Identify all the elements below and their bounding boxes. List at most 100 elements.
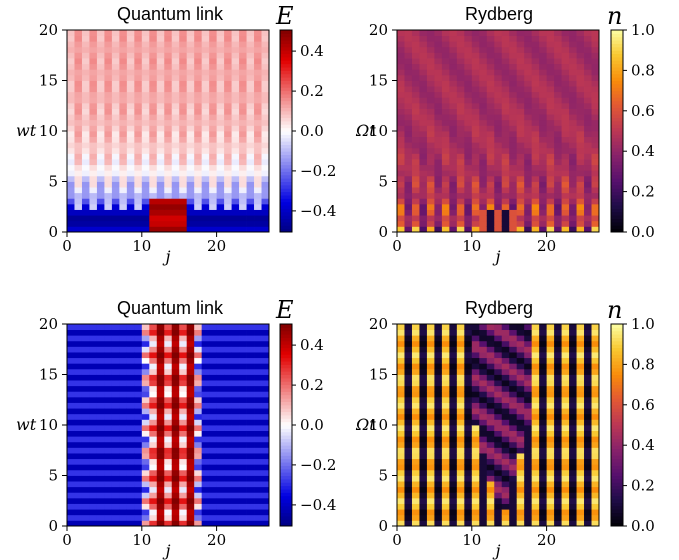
- heatmap-cell: [231, 164, 240, 171]
- heatmap-cell: [501, 52, 510, 59]
- heatmap-cell: [591, 324, 600, 331]
- heatmap-cell: [111, 125, 120, 132]
- heatmap-cell: [261, 80, 270, 87]
- heatmap-cell: [231, 102, 240, 109]
- heatmap-cell: [74, 97, 83, 104]
- heatmap-cell: [539, 102, 548, 109]
- heatmap-cell: [104, 187, 113, 194]
- heatmap-cell: [479, 391, 488, 398]
- heatmap-cell: [231, 209, 240, 216]
- heatmap-cell: [591, 458, 600, 465]
- heatmap-cell: [456, 425, 465, 432]
- heatmap-cell: [449, 147, 458, 154]
- heatmap-cell: [449, 509, 458, 516]
- heatmap-cell: [434, 46, 443, 53]
- heatmap-cell: [119, 324, 128, 331]
- heatmap-cell: [516, 352, 525, 359]
- heatmap-cell: [546, 159, 555, 166]
- heatmap-cell: [239, 164, 247, 171]
- heatmap-cell: [419, 352, 428, 359]
- heatmap-cell: [231, 175, 240, 182]
- heatmap-cell: [149, 41, 158, 48]
- heatmap-cell: [591, 86, 600, 93]
- heatmap-cell: [216, 458, 225, 465]
- heatmap-cell: [584, 413, 592, 420]
- colorbar-segment: [611, 455, 623, 460]
- heatmap-cell: [224, 497, 232, 504]
- heatmap-cell: [224, 136, 232, 143]
- heatmap-cell: [141, 413, 150, 420]
- heatmap-cell: [261, 335, 270, 342]
- heatmap-cell: [134, 335, 143, 342]
- colorbar-segment: [611, 171, 623, 176]
- heatmap-cell: [479, 352, 488, 359]
- heatmap-cell: [561, 69, 570, 76]
- heatmap-cell: [186, 35, 195, 42]
- heatmap-cell: [576, 335, 585, 342]
- heatmap-cell: [546, 458, 555, 465]
- heatmap-cell: [224, 447, 232, 454]
- heatmap-cell: [186, 136, 195, 143]
- heatmap-cell: [81, 481, 90, 488]
- heatmap-cell: [509, 108, 518, 115]
- heatmap-cell: [419, 408, 428, 415]
- heatmap-cell: [584, 114, 592, 121]
- heatmap-cell: [231, 114, 240, 121]
- heatmap-cell: [546, 114, 555, 121]
- heatmap-cell: [539, 340, 548, 347]
- heatmap-cell: [209, 374, 218, 381]
- heatmap-cell: [449, 142, 458, 149]
- heatmap-cell: [449, 380, 458, 387]
- heatmap-cell: [171, 63, 180, 70]
- heatmap-cell: [426, 46, 435, 53]
- heatmap-cell: [201, 458, 210, 465]
- heatmap-cell: [164, 419, 173, 426]
- heatmap-cell: [179, 35, 188, 42]
- heatmap-cell: [411, 396, 420, 403]
- colorbar-segment: [611, 505, 623, 510]
- heatmap-cell: [426, 486, 435, 493]
- heatmap-cell: [397, 329, 405, 336]
- heatmap-cell: [179, 520, 188, 527]
- heatmap-cell: [404, 192, 413, 199]
- heatmap-cell: [81, 363, 90, 370]
- heatmap-cell: [554, 469, 562, 476]
- colorbar-segment: [611, 428, 623, 433]
- heatmap-cell: [186, 142, 195, 149]
- heatmap-cell: [554, 52, 562, 59]
- heatmap-cell: [149, 52, 158, 59]
- heatmap-cell: [554, 447, 562, 454]
- colorbar-segment: [611, 208, 623, 213]
- heatmap-cell: [509, 114, 518, 121]
- heatmap-cell: [194, 335, 203, 342]
- heatmap-cell: [509, 458, 518, 465]
- heatmap-cell: [201, 58, 210, 65]
- heatmap-cell: [194, 368, 203, 375]
- heatmap-cell: [434, 52, 443, 59]
- heatmap-cell: [149, 58, 158, 65]
- heatmap-cell: [246, 492, 255, 499]
- heatmap-cell: [156, 503, 165, 510]
- heatmap-cell: [246, 447, 255, 454]
- heatmap-cell: [67, 324, 75, 331]
- heatmap-cell: [239, 419, 247, 426]
- heatmap-cell: [156, 520, 165, 527]
- heatmap-cell: [576, 368, 585, 375]
- heatmap-cell: [119, 492, 128, 499]
- heatmap-cell: [89, 475, 98, 482]
- heatmap-cell: [486, 464, 495, 471]
- heatmap-cell: [456, 220, 465, 227]
- heatmap-cell: [134, 324, 143, 331]
- heatmap-cell: [479, 497, 488, 504]
- heatmap-cell: [194, 164, 203, 171]
- heatmap-cell: [494, 368, 503, 375]
- colorbar-segment: [280, 418, 292, 423]
- heatmap-cell: [486, 402, 495, 409]
- heatmap-cell: [81, 46, 90, 53]
- heatmap-cell: [171, 159, 180, 166]
- heatmap-cell: [404, 441, 413, 448]
- colorbar-segment: [280, 178, 292, 182]
- heatmap-cell: [524, 164, 533, 171]
- heatmap-cell: [149, 136, 158, 143]
- heatmap-cell: [224, 380, 232, 387]
